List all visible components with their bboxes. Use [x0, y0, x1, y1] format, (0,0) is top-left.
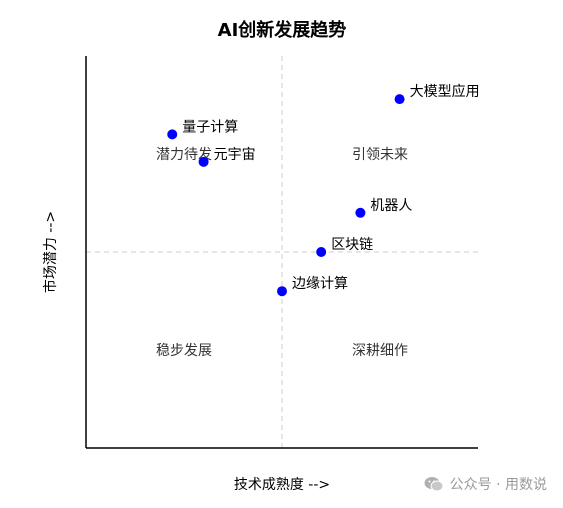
quadrant-label-top-right: 引领未来 [352, 147, 408, 163]
point-label: 区块链 [331, 237, 373, 253]
quadrant-dividers [86, 56, 478, 448]
watermark: 公众号 · 用数说 [424, 474, 547, 494]
data-point [355, 207, 366, 218]
chart-title: AI创新发展趋势 [218, 19, 347, 41]
quadrant-label-bottom-right: 深耕细作 [352, 342, 408, 359]
point-label: 量子计算 [182, 119, 238, 135]
data-point [394, 94, 405, 105]
data-point [198, 156, 209, 167]
data-points [167, 94, 405, 297]
x-axis-label: 技术成熟度 --> [234, 477, 330, 493]
point-label: 元宇宙 [214, 147, 256, 163]
y-axis-label: 市场潜力 --> [42, 211, 59, 293]
data-point [316, 247, 327, 257]
axes [85, 56, 478, 449]
data-point [277, 286, 287, 297]
quadrant-label-bottom-left: 稳步发展 [156, 343, 212, 359]
wechat-icon [424, 477, 444, 492]
point-label: 机器人 [370, 198, 412, 214]
quadrant-label-top-left: 潜力待发 [156, 147, 212, 163]
watermark-text: 公众号 · 用数说 [449, 477, 547, 493]
point-label: 边缘计算 [292, 276, 348, 292]
point-label: 大模型应用 [410, 83, 480, 100]
data-point [167, 129, 178, 140]
